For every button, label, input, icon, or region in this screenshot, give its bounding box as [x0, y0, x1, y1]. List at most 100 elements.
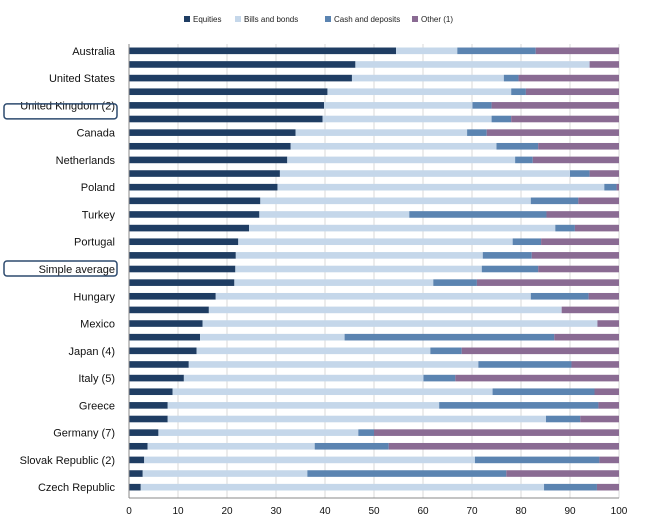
bar-15-0 — [129, 252, 236, 259]
bar-9-2 — [570, 170, 590, 177]
bar-14-0 — [129, 238, 239, 246]
bar-7-0 — [129, 142, 291, 150]
bar-15-1 — [235, 252, 483, 259]
category-labels: Australia United States United Kingdom (2)… — [20, 46, 116, 494]
bar-0-2 — [457, 47, 536, 55]
bar-21-1 — [200, 333, 345, 341]
x-tick-label-9: 90 — [564, 506, 576, 517]
bar-25-3 — [594, 388, 619, 396]
bar-18-3 — [588, 292, 619, 300]
bar-11-3 — [578, 197, 619, 205]
bar-17-1 — [234, 279, 434, 286]
bar-9-3 — [589, 170, 619, 177]
bar-18-1 — [215, 292, 531, 300]
bar-10-3 — [616, 183, 619, 191]
bar-21-2 — [344, 333, 555, 341]
bar-14-2 — [512, 238, 542, 246]
x-tick-labels: 0 10 20 30 40 50 60 70 80 90 100 — [126, 506, 628, 517]
bar-20-1 — [202, 320, 598, 327]
category-label-2: United States — [49, 73, 116, 85]
category-label-18: Hungary — [73, 291, 115, 303]
bar-29-2 — [314, 442, 389, 450]
category-label-20: Mexico — [80, 319, 115, 331]
bar-29-3 — [388, 442, 619, 450]
bar-28-2 — [358, 429, 374, 436]
bar-2-0 — [129, 74, 352, 82]
legend-label-3: Other (1) — [421, 15, 453, 24]
category-label-12: Turkey — [82, 209, 116, 221]
bar-24-0 — [129, 374, 184, 382]
category-label-32: Czech Republic — [38, 482, 116, 494]
bar-13-1 — [249, 224, 556, 232]
bar-6-0 — [129, 129, 296, 136]
bar-1-0 — [129, 61, 356, 68]
category-label-16: Simple average — [39, 264, 115, 276]
bar-13-3 — [574, 224, 619, 232]
bar-16-0 — [129, 265, 236, 273]
bar-26-2 — [439, 402, 599, 409]
bar-8-2 — [515, 156, 533, 164]
x-tick-label-8: 80 — [515, 506, 527, 517]
bar-28-1 — [158, 429, 359, 436]
bar-7-3 — [538, 142, 619, 150]
legend-swatch-1 — [235, 16, 241, 22]
category-label-28: Germany (7) — [53, 428, 115, 440]
highlight-box-16 — [3, 260, 118, 277]
bar-26-1 — [167, 402, 440, 409]
bar-17-2 — [433, 279, 477, 286]
bar-31-2 — [307, 470, 507, 477]
bars — [129, 47, 619, 491]
x-tick-label-1: 10 — [172, 506, 184, 517]
bar-32-2 — [544, 483, 597, 491]
bar-24-1 — [183, 374, 424, 382]
bar-20-0 — [129, 320, 203, 327]
bar-4-1 — [324, 102, 473, 109]
bar-12-2 — [409, 211, 547, 218]
bar-22-0 — [129, 347, 197, 355]
x-axis — [128, 44, 619, 499]
category-label-14: Portugal — [74, 237, 115, 249]
bar-24-2 — [423, 374, 456, 382]
bar-0-3 — [535, 47, 619, 55]
bar-32-1 — [140, 483, 545, 491]
bar-31-3 — [506, 470, 619, 477]
bar-18-0 — [129, 292, 216, 300]
bar-19-1 — [208, 306, 562, 314]
category-label-6: Canada — [76, 128, 115, 140]
bar-7-2 — [496, 142, 539, 150]
bar-16-1 — [235, 265, 482, 273]
bar-14-3 — [541, 238, 619, 246]
bar-22-3 — [461, 347, 619, 355]
legend-label-2: Cash and deposits — [334, 15, 400, 24]
bar-10-0 — [129, 183, 278, 191]
bar-19-3 — [561, 306, 619, 314]
bar-6-2 — [467, 129, 487, 136]
bar-7-1 — [290, 142, 497, 150]
x-tick-label-10: 100 — [611, 506, 628, 517]
category-label-30: Slovak Republic (2) — [20, 455, 115, 467]
category-label-0: Australia — [72, 46, 116, 58]
bar-12-1 — [259, 211, 410, 218]
bar-11-0 — [129, 197, 261, 205]
x-tick-label-7: 70 — [466, 506, 478, 517]
bar-27-0 — [129, 415, 168, 423]
bar-13-2 — [555, 224, 575, 232]
bar-9-1 — [279, 170, 570, 177]
bar-31-0 — [129, 470, 143, 477]
highlight-box-4 — [3, 103, 118, 120]
bar-30-2 — [474, 456, 600, 464]
bar-30-3 — [599, 456, 619, 464]
bar-23-3 — [571, 361, 619, 368]
category-label-4: United Kingdom (2) — [20, 100, 115, 112]
legend-swatch-0 — [184, 16, 190, 22]
legend-swatch-2 — [325, 16, 331, 22]
x-tick-label-0: 0 — [126, 506, 132, 517]
bar-12-0 — [129, 211, 260, 218]
bar-12-3 — [546, 211, 619, 218]
bar-25-0 — [129, 388, 173, 396]
x-tick-label-3: 30 — [270, 506, 282, 517]
bar-14-1 — [238, 238, 513, 246]
bar-21-3 — [554, 333, 619, 341]
bar-3-0 — [129, 88, 328, 96]
